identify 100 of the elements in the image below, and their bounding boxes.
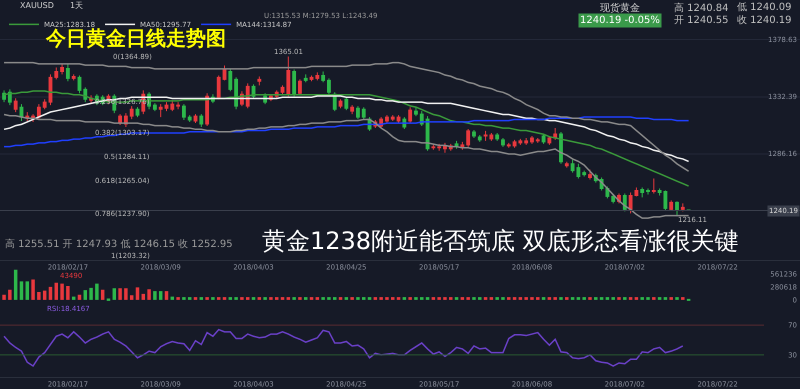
bar — [170, 296, 174, 300]
bar — [327, 297, 331, 300]
bar — [269, 297, 273, 300]
bar — [95, 284, 99, 300]
bar — [594, 297, 598, 300]
candlestick — [199, 114, 204, 128]
candlestick — [675, 200, 679, 217]
bar — [623, 297, 627, 300]
bar — [234, 297, 238, 300]
candlestick — [396, 114, 400, 124]
bar — [454, 297, 458, 300]
bar — [194, 297, 198, 300]
bar — [14, 270, 18, 300]
candlestick — [501, 137, 505, 148]
candlestick — [634, 187, 638, 197]
bar — [512, 297, 516, 300]
bar — [298, 297, 302, 300]
candlestick — [310, 75, 314, 82]
bar — [258, 297, 262, 300]
candlestick — [42, 98, 47, 110]
bar — [246, 297, 250, 300]
bar — [60, 284, 64, 300]
candlestick — [48, 74, 52, 106]
candlestick — [385, 114, 389, 124]
line-series — [3, 328, 684, 367]
candlestick — [36, 104, 41, 121]
bar — [84, 290, 88, 300]
bar — [368, 297, 372, 300]
candlestick — [542, 134, 546, 144]
bar — [553, 297, 557, 300]
bar — [437, 297, 441, 300]
bar — [153, 291, 157, 300]
candlestick — [646, 188, 650, 195]
candlestick — [118, 114, 122, 126]
bar — [408, 297, 412, 300]
bar — [548, 297, 552, 300]
candlestick — [362, 106, 366, 120]
bar — [432, 297, 436, 300]
bar — [252, 297, 256, 300]
bar — [420, 297, 424, 300]
bar — [321, 297, 325, 300]
candlestick — [158, 104, 163, 118]
bar — [675, 297, 679, 300]
bar — [449, 297, 452, 300]
bar — [414, 297, 418, 300]
candlestick — [344, 96, 348, 111]
bar — [37, 292, 41, 300]
bar — [20, 281, 24, 300]
candlestick — [292, 68, 296, 97]
bar — [54, 282, 58, 300]
bar — [118, 288, 122, 300]
bar — [362, 297, 366, 300]
bar — [634, 297, 638, 300]
candlestick — [234, 76, 238, 110]
bar — [570, 297, 574, 300]
bar — [652, 297, 656, 300]
bar — [478, 297, 482, 300]
candlestick — [495, 132, 500, 142]
bar — [640, 297, 644, 300]
candlestick — [228, 68, 232, 92]
bar — [332, 297, 336, 300]
candlestick — [130, 106, 134, 120]
candlestick — [588, 169, 592, 180]
bar — [542, 297, 546, 300]
candlestick — [489, 132, 494, 142]
candlestick — [570, 159, 575, 174]
candlestick — [547, 135, 552, 146]
bar — [147, 289, 151, 300]
bar — [2, 294, 6, 300]
bar — [628, 297, 632, 300]
candlestick — [257, 76, 262, 86]
bar — [316, 297, 320, 300]
bar — [304, 297, 308, 300]
candlestick — [512, 139, 516, 148]
candlestick — [188, 114, 192, 123]
candlestick — [408, 106, 412, 124]
candlestick — [443, 142, 447, 154]
candlestick — [454, 140, 458, 150]
bar — [216, 297, 220, 300]
bar — [484, 297, 488, 300]
bar — [536, 297, 540, 300]
annotation: 高 1255.51 开 1247.93 低 1246.15 收 1252.95 — [5, 238, 233, 250]
bar — [658, 297, 662, 300]
candlestick — [426, 116, 430, 152]
bar — [530, 297, 534, 300]
bar — [8, 290, 12, 300]
bar — [274, 297, 278, 300]
bar — [611, 297, 615, 300]
bar — [524, 297, 528, 300]
candlestick — [414, 106, 418, 117]
bar — [286, 297, 290, 300]
bar — [472, 297, 476, 300]
candlestick — [356, 106, 360, 120]
candlestick — [390, 114, 395, 122]
bar — [205, 297, 209, 300]
bar — [495, 297, 499, 300]
bar — [48, 286, 52, 300]
bar — [78, 294, 82, 300]
bar — [576, 297, 580, 300]
bar — [681, 297, 685, 300]
